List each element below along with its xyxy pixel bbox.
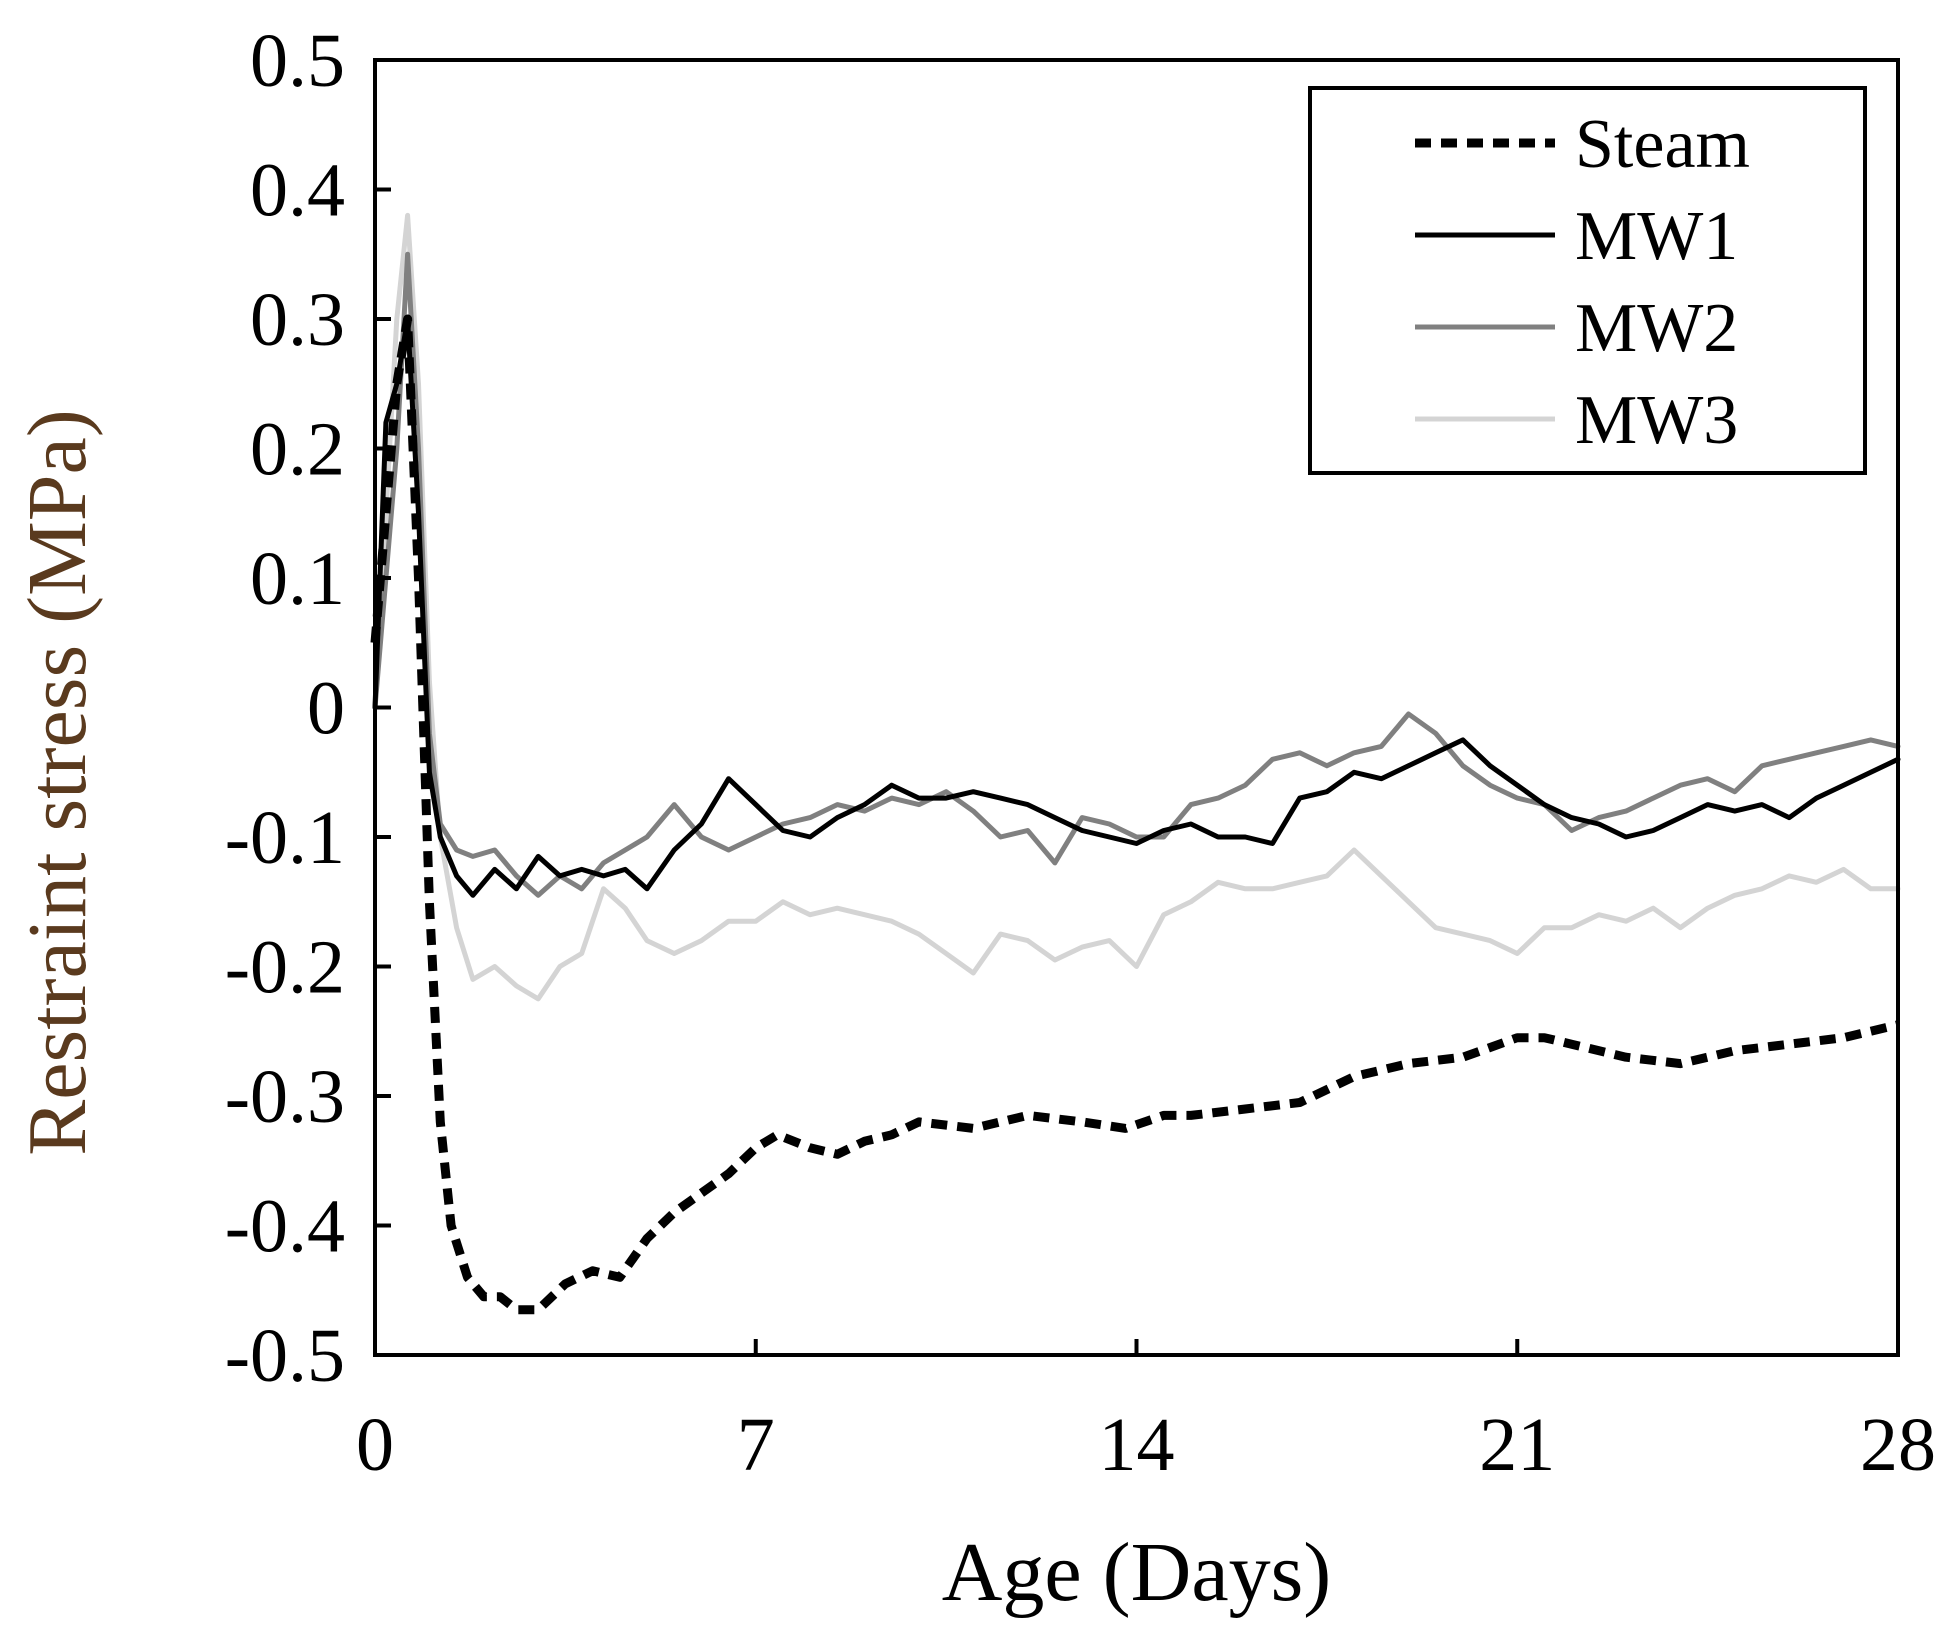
x-tick-label: 7 — [737, 1403, 775, 1487]
legend-label-mw2: MW2 — [1575, 290, 1738, 367]
axes-layer: 0.50.40.30.20.10-0.1-0.2-0.3-0.4-0.50 7 14… — [11, 19, 1936, 1619]
y-tick-label: -0.3 — [225, 1055, 345, 1139]
y-axis-title: Restraint stress (MPa) — [11, 409, 104, 1156]
x-tick-label: 0 — [356, 1403, 394, 1487]
series-line-mw3 — [372, 212, 1901, 1002]
x-tick-label: 14 — [1099, 1403, 1175, 1487]
y-tick-label: 0.2 — [250, 408, 345, 492]
series-line-steam — [370, 314, 1900, 1315]
legend: Steam MW1 MW2 MW3 — [1308, 86, 1867, 475]
legend-box — [1308, 86, 1867, 475]
y-tick-label: 0.5 — [250, 19, 345, 103]
y-tick-label: 0.3 — [250, 278, 345, 362]
y-tick-label: -0.1 — [225, 796, 345, 880]
legend-label-steam: Steam — [1575, 106, 1750, 183]
y-tick-label: -0.2 — [225, 926, 345, 1010]
legend-label-mw3: MW3 — [1575, 382, 1738, 459]
y-tick-label: 0 — [307, 667, 345, 751]
y-tick-label: 0.4 — [250, 149, 345, 233]
x-tick-label: 28 — [1860, 1403, 1936, 1487]
y-tick-label: -0.4 — [225, 1185, 345, 1269]
x-tick-label: 21 — [1479, 1403, 1555, 1487]
x-axis-title: Age (Days) — [942, 1526, 1332, 1619]
y-tick-label: -0.5 — [225, 1314, 345, 1398]
legend-label-mw1: MW1 — [1575, 198, 1738, 275]
y-tick-label: 0.1 — [250, 537, 345, 621]
series-layer — [370, 212, 1901, 1315]
series-line-mw1 — [372, 316, 1901, 898]
